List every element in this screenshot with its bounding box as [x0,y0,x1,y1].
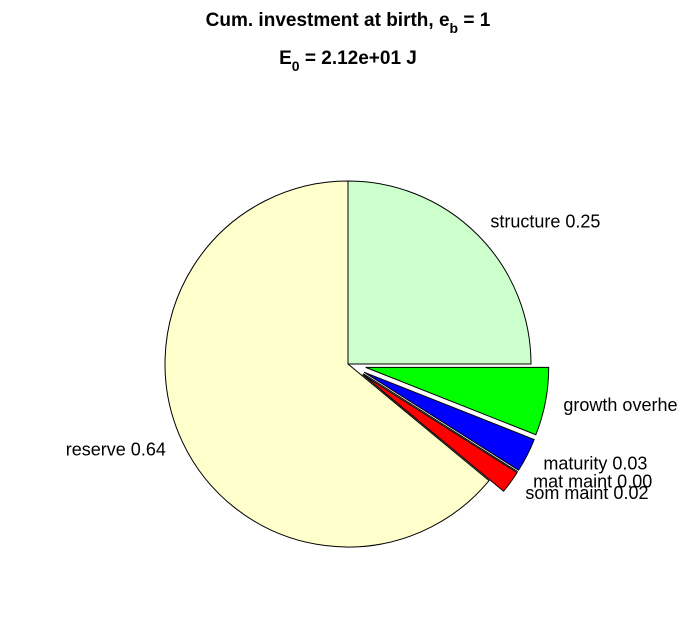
pie-slice [363,371,535,471]
chart-title: Cum. investment at birth, eb = 1 [206,10,491,36]
slice-label: reserve 0.64 [66,440,166,460]
slice-label: maturity 0.03 [543,454,647,474]
subtitle-text: E [279,48,292,69]
title-subscript: b [450,20,459,36]
title-text: Cum. investment at birth, e [206,10,450,31]
pie-slice [365,366,550,436]
chart-subtitle: E0 = 2.12e+01 J [279,48,417,74]
pie-slice [362,374,518,492]
slice-label: mat maint 0.00 [533,472,652,492]
title-text: = 1 [458,10,491,31]
subtitle-text: = 2.12e+01 J [300,48,417,69]
slice-label: growth overhe [563,395,677,415]
pie-slice [347,180,532,365]
pie-slice [164,180,490,548]
subtitle-subscript: 0 [292,58,300,74]
slice-label: structure 0.25 [490,212,600,232]
slice-label: som maint 0.02 [525,483,648,503]
